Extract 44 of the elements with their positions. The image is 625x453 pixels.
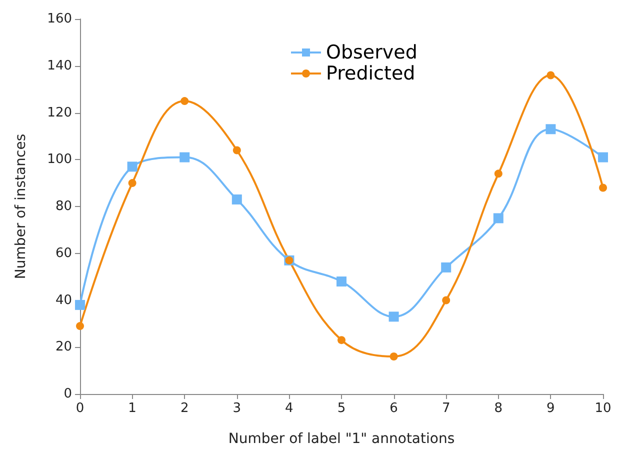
y-tick-label: 100 [47,152,72,168]
point [494,170,502,178]
point [493,213,504,224]
point [76,322,84,330]
point [232,194,242,204]
x-tick-label: 10 [594,401,612,416]
y-tick-label: 40 [55,292,72,308]
y-tick-label: 120 [47,105,72,120]
y-tick-label: 160 [47,12,72,26]
point [180,152,190,162]
x-tick-label: 4 [285,401,294,416]
point [546,71,555,80]
point [442,296,450,304]
x-tick-label: 8 [494,401,503,416]
y-tick-label: 20 [55,340,72,355]
y-tick-label: 140 [47,58,72,74]
y-tick-label: 0 [64,386,72,402]
point [441,262,452,272]
x-tick-label: 3 [232,401,242,416]
point [388,312,399,322]
x-tick-label: 1 [128,401,136,416]
y-tick-label: 60 [55,246,72,261]
point [598,152,608,162]
point [128,179,136,188]
x-tick-label: 9 [546,401,555,416]
y-axis-title: Number of instances [13,134,29,280]
x-tick-label: 6 [390,401,398,416]
point [127,162,138,172]
point [546,124,556,134]
y-tick-label: 80 [55,199,72,214]
point [180,97,189,106]
x-tick-label: 0 [76,401,84,416]
x-tick-label: 2 [180,401,189,416]
point [390,352,398,360]
x-tick-label: 5 [337,401,346,416]
x-axis-title: Number of label "1" annotations [228,431,455,447]
point [336,276,346,286]
point [232,146,241,154]
legend-label: Observed [326,42,418,64]
x-tick-label: 7 [442,401,450,416]
legend-label: Predicted [326,62,416,84]
point [338,336,346,344]
point [75,300,85,310]
point [599,184,607,192]
